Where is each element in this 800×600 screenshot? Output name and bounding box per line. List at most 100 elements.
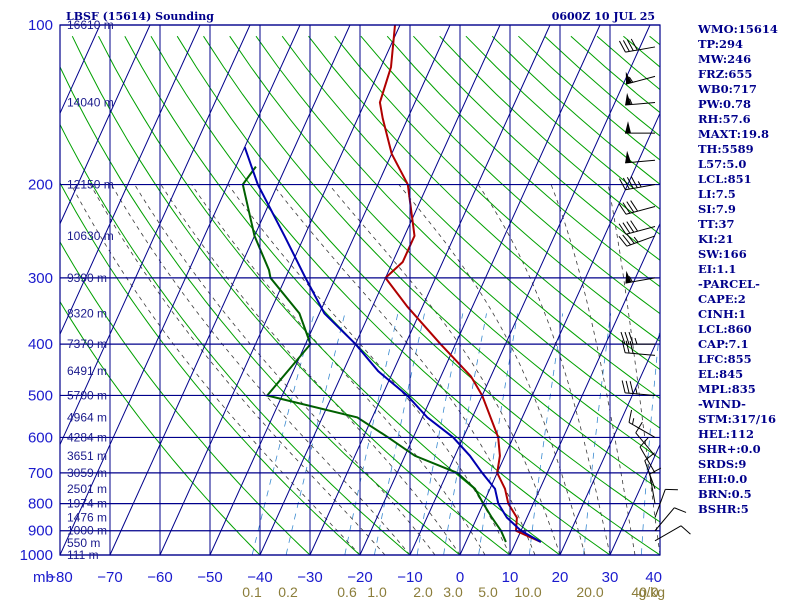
index-item: KI:21	[698, 232, 734, 246]
dry-adiabat-line	[124, 35, 611, 555]
index-item: LCL:860	[698, 322, 752, 336]
mixing-ratio-line	[285, 313, 346, 555]
mixing-ratio-line	[344, 313, 399, 555]
index-item: MPL:835	[698, 382, 756, 396]
height-label: 3059 m	[67, 466, 107, 480]
dry-adiabat-line	[60, 123, 411, 555]
mixing-ratio-tick-label: 10.0	[514, 584, 541, 600]
index-item: TP:294	[698, 37, 744, 51]
moist-adiabat-line	[111, 184, 411, 555]
height-labels: 16610 m 14040 m 12150 m 10630 m 9390 m 8320 m…	[67, 18, 114, 562]
dry-adiabat-line	[60, 241, 311, 555]
pressure-tick-label: 900	[28, 523, 53, 540]
index-item: -WIND-	[698, 397, 746, 411]
isotherm-line	[359, 25, 601, 555]
height-label: 9390 m	[67, 271, 107, 285]
mixing-ratio-tick-label: 1.0	[367, 584, 387, 600]
wind-barb	[649, 467, 662, 504]
dry-adiabat-line	[386, 35, 660, 288]
index-item: LI:7.5	[698, 187, 736, 201]
dry-adiabat-line	[334, 35, 660, 342]
mixing-ratio-tick-label: g/kg	[639, 584, 665, 600]
moist-adiabat-line	[550, 184, 636, 555]
dry-adiabat-line	[281, 35, 660, 400]
height-label: 550 m	[67, 536, 100, 550]
mixing-ratio-line	[640, 322, 660, 555]
temperature-tick-label: 40	[645, 569, 662, 586]
wind-barb	[625, 270, 656, 284]
wind-barb	[625, 150, 656, 164]
isotherm-line	[409, 25, 651, 555]
mixing-ratio-tick-label: 0.1	[242, 584, 262, 600]
mixing-ratio-line	[443, 313, 487, 555]
index-item: -PARCEL-	[698, 277, 760, 291]
pressure-tick-label: 300	[28, 270, 53, 287]
wind-barb	[620, 331, 655, 345]
index-item: L57:5.0	[698, 157, 747, 171]
temperature-tick-label: 30	[602, 569, 619, 586]
dewpoint-profile	[241, 166, 507, 543]
wind-barb	[618, 176, 656, 191]
index-item: LFC:855	[698, 352, 752, 366]
index-item: BSHR:5	[698, 502, 749, 516]
index-item: TH:5589	[698, 142, 754, 156]
height-label: 5700 m	[67, 388, 107, 402]
mixing-ratio-tick-label: 5.0	[478, 584, 498, 600]
mixing-ratio-line	[528, 313, 564, 555]
mixing-ratio-tick-label: 0.6	[337, 584, 357, 600]
dry-adiabat-line	[308, 35, 660, 371]
moist-adiabat-line	[607, 184, 660, 555]
index-item: EHI:0.0	[698, 472, 748, 486]
dry-adiabat-line	[60, 300, 261, 555]
moist-adiabat-line	[272, 184, 536, 555]
moist-adiabat-line	[328, 184, 561, 555]
mixing-ratio-line	[416, 313, 464, 555]
moist-adiabat-line	[160, 184, 461, 555]
pressure-tick-label: 800	[28, 496, 53, 513]
dry-adiabat-line	[60, 181, 361, 555]
height-label: 8320 m	[67, 306, 107, 320]
temperature-tick-label: 10	[502, 569, 519, 586]
indices-panel: WMO:15614 TP:294 MW:246 FRZ:655 WB0:717 PW:0.…	[698, 22, 798, 517]
index-item: EL:845	[698, 367, 744, 381]
pressure-tick-label: 1000	[20, 547, 53, 564]
temperature-tick-label: −10	[397, 569, 422, 586]
moist-adiabat-line	[398, 184, 586, 555]
mixing-ratio-tick-label: 2.0	[413, 584, 433, 600]
mixing-ratio-line	[583, 313, 612, 555]
dry-adiabat-line	[360, 35, 660, 315]
mixing-ratio-tick-label: 20.0	[576, 584, 603, 600]
temperature-axis: mb−80 −70 −60 −50 −40 −30 −20 −10 0 10 20 30 40	[33, 569, 662, 586]
height-label: 1974 m	[67, 497, 107, 511]
wind-barb	[618, 38, 656, 53]
height-label: 7370 m	[67, 337, 107, 351]
pressure-tick-label: 700	[28, 465, 53, 482]
moist-adiabat-line	[227, 184, 511, 555]
isotherm-line	[459, 112, 660, 555]
index-item: TT:37	[698, 217, 735, 231]
index-item: CAP:7.1	[698, 337, 749, 351]
index-item: FRZ:655	[698, 67, 753, 81]
height-label: 14040 m	[67, 95, 114, 109]
mixing-ratio-tick-label: 40.0	[631, 584, 658, 600]
index-item: BRN:0.5	[698, 487, 752, 501]
temperature-tick-label: −50	[197, 569, 222, 586]
wind-barbs	[618, 38, 691, 542]
isotherm-line	[109, 25, 351, 555]
dry-adiabat-line	[60, 65, 461, 555]
dry-adiabat-line	[71, 35, 511, 555]
dry-adiabat-line	[413, 35, 660, 261]
height-label: 3651 m	[67, 449, 107, 463]
height-label: 2501 m	[67, 482, 107, 496]
index-item: RH:57.6	[698, 112, 751, 126]
temperature-tick-label: −70	[97, 569, 122, 586]
index-item: LCL:851	[698, 172, 752, 186]
parcel-profile	[243, 146, 542, 543]
wind-barb	[635, 421, 656, 457]
pressure-tick-label: 500	[28, 387, 53, 404]
dry-adiabats	[60, 35, 660, 555]
height-label: 4964 m	[67, 410, 107, 424]
isotherm-line	[609, 443, 660, 555]
index-item: WMO:15614	[698, 22, 778, 36]
